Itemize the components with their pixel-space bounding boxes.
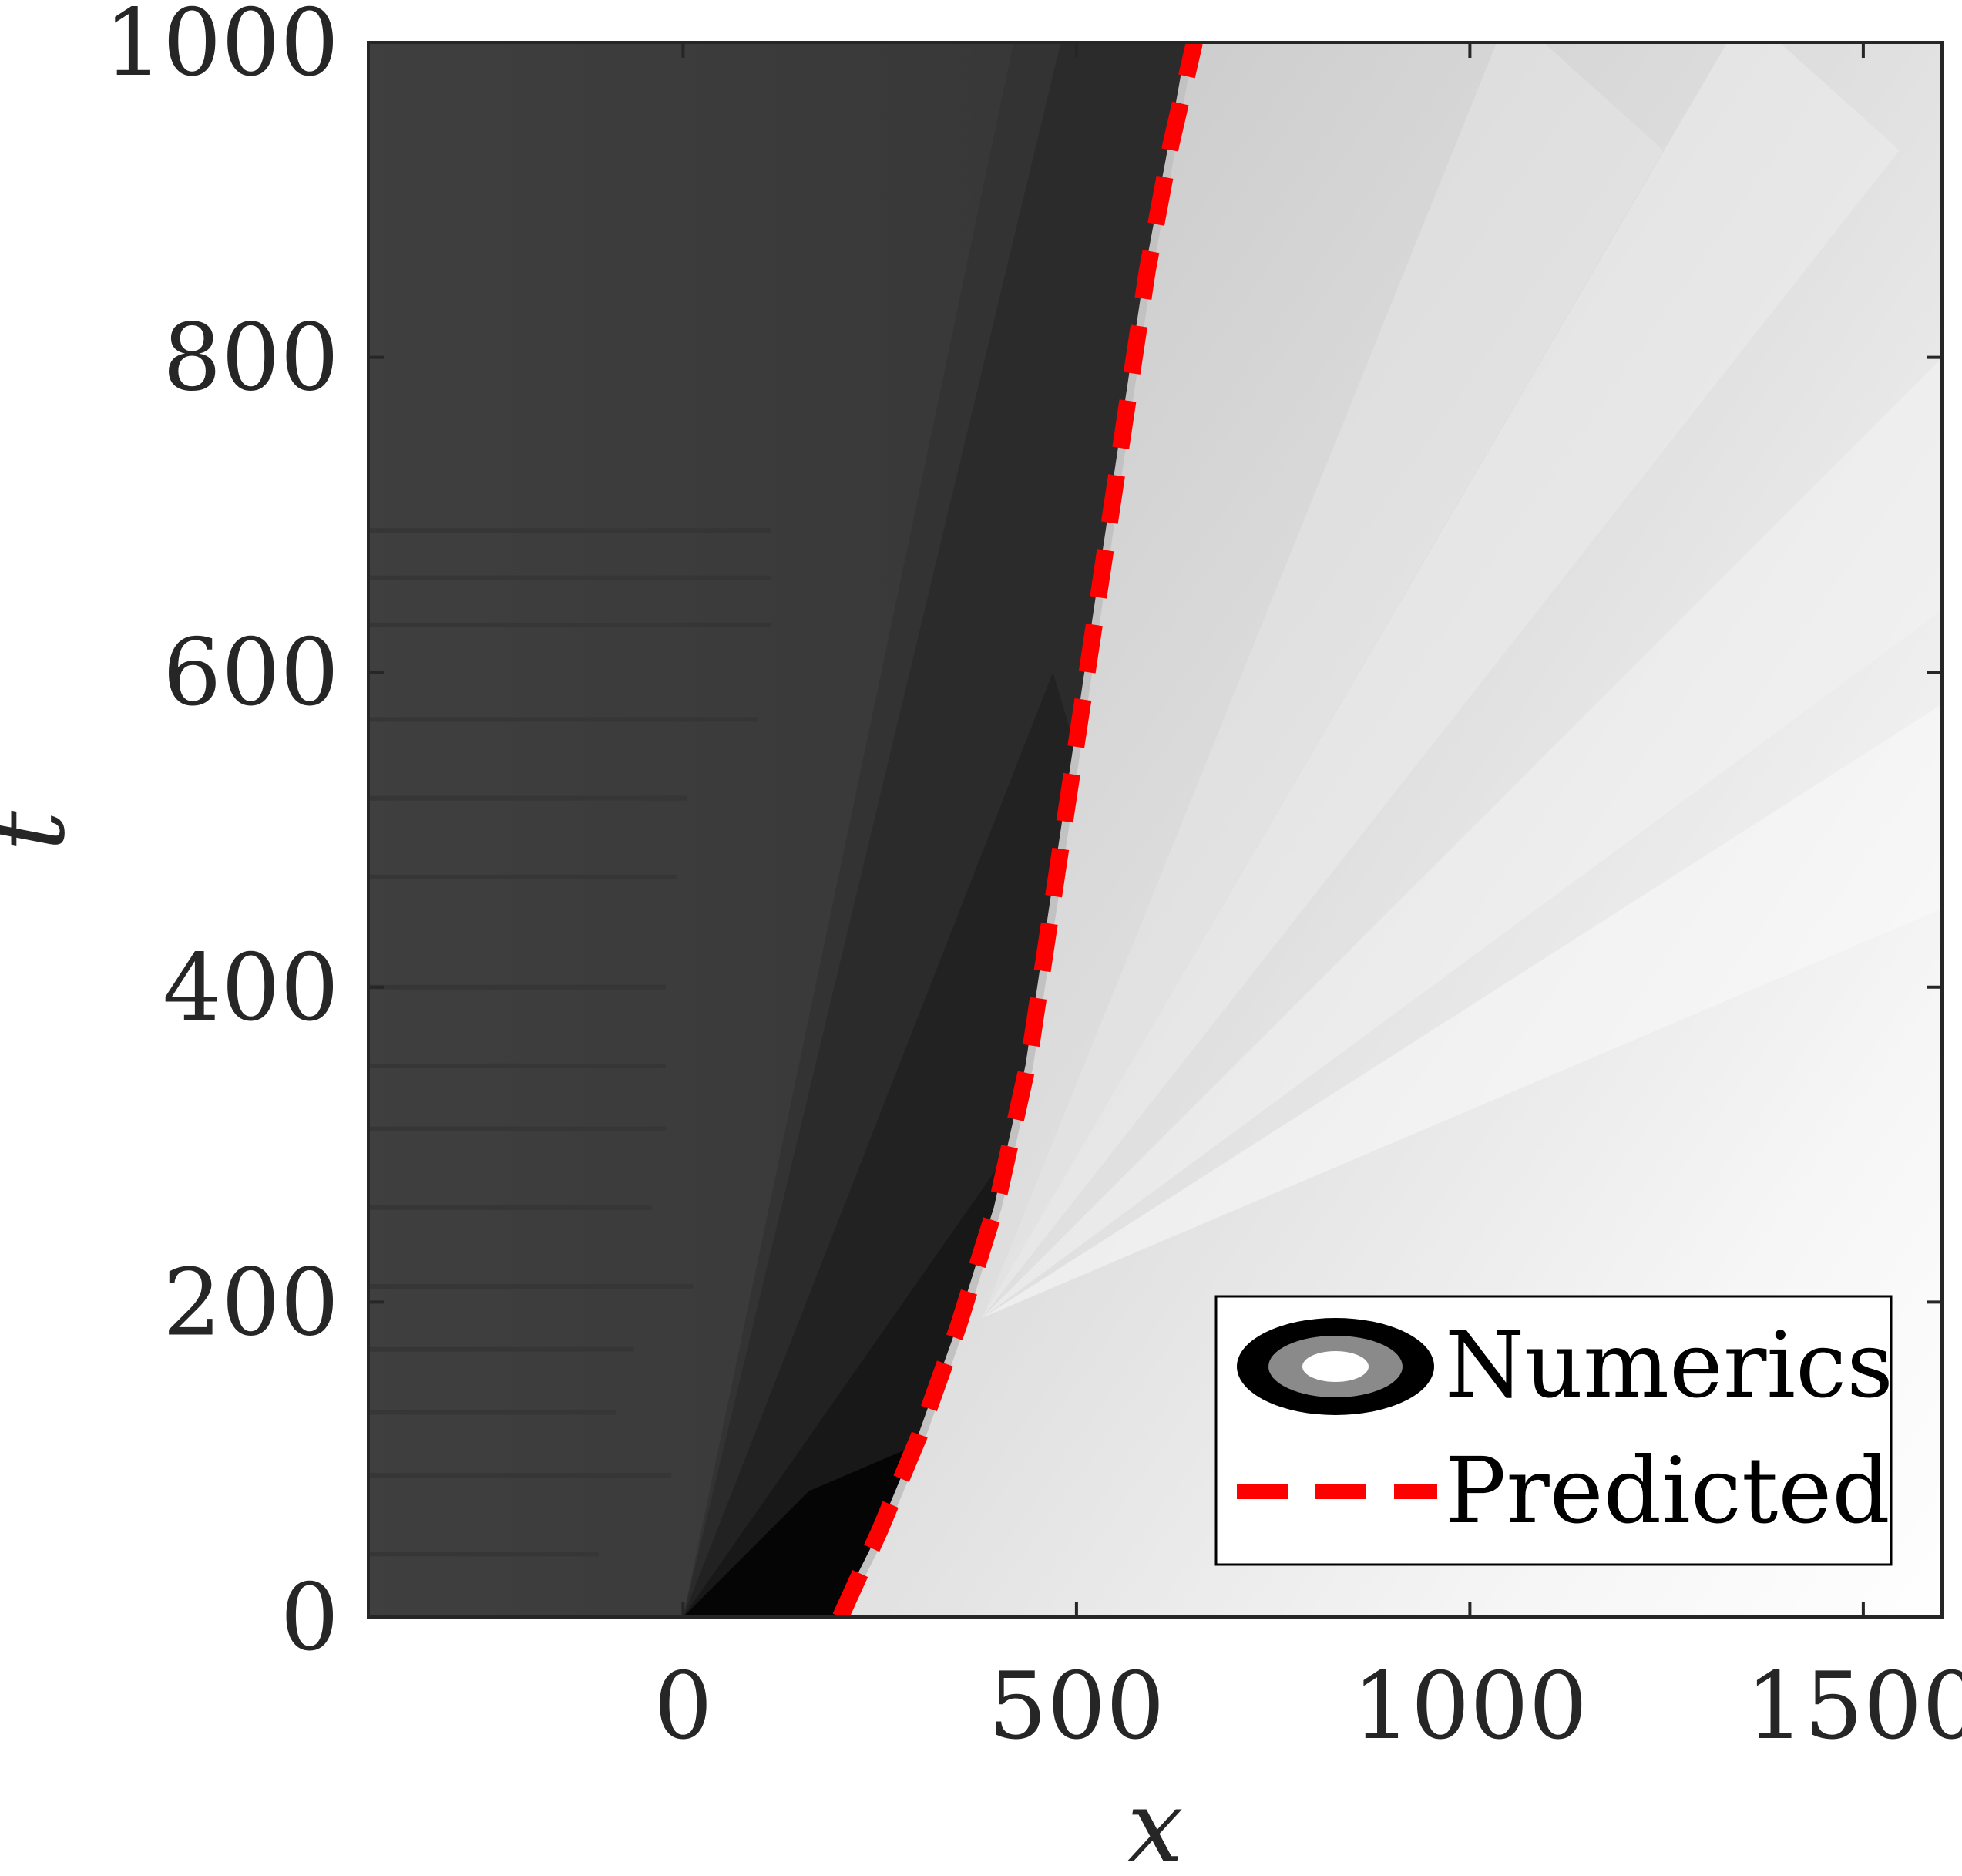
y-tick-label: 600 xyxy=(163,620,339,727)
legend-label-predicted: Predicted xyxy=(1445,1437,1890,1544)
dark-wedge xyxy=(683,42,1191,1617)
x-axis-ticks: 0 500 1000 1500 xyxy=(653,42,1962,1760)
numerics-band xyxy=(368,1205,652,1210)
numerics-band xyxy=(368,622,771,627)
heatmap-field xyxy=(368,42,1942,1617)
x-tick-label: 0 xyxy=(653,1653,712,1760)
legend-label-numerics: Numerics xyxy=(1445,1312,1893,1418)
y-axis-label: t xyxy=(0,810,87,851)
numerics-band xyxy=(368,874,677,879)
numerics-band xyxy=(368,528,771,533)
plot-area xyxy=(368,42,1942,1617)
numerics-band xyxy=(368,1473,672,1478)
numerics-band xyxy=(368,795,687,801)
dark-wedge xyxy=(683,672,1077,1617)
dark-wedge xyxy=(683,1145,1014,1617)
contour-ellipse-icon xyxy=(1237,1318,1434,1415)
light-ray xyxy=(982,42,1664,1318)
numerics-band xyxy=(368,1126,666,1131)
y-tick-label: 1000 xyxy=(104,0,339,97)
numerics-band xyxy=(368,717,758,722)
axes-box xyxy=(367,41,1944,1619)
x-tick-label: 500 xyxy=(988,1653,1164,1760)
numerics-band xyxy=(368,1410,616,1415)
numerics-band xyxy=(368,1283,694,1289)
y-tick-label: 800 xyxy=(163,305,339,412)
y-axis-ticks: 0 200 400 600 800 1000 xyxy=(104,0,1942,1672)
light-ray xyxy=(982,704,1942,1318)
x-tick-label: 1000 xyxy=(1352,1653,1587,1760)
numerics-band xyxy=(368,575,771,580)
numerics-band xyxy=(368,1063,666,1068)
x-tick-label: 1500 xyxy=(1745,1653,1962,1760)
x-axis-label: x xyxy=(1127,1768,1183,1876)
numerics-band xyxy=(368,984,666,990)
y-tick-label: 400 xyxy=(163,935,339,1042)
legend: Numerics Predicted xyxy=(1214,1295,1893,1566)
light-ray xyxy=(982,42,1900,1318)
numerics-band xyxy=(368,1552,599,1557)
light-ray xyxy=(982,358,1942,1318)
y-tick-label: 200 xyxy=(163,1249,339,1357)
y-tick-label: 0 xyxy=(281,1565,339,1672)
numerics-band xyxy=(368,1346,634,1352)
predicted-curve xyxy=(832,42,1203,1617)
